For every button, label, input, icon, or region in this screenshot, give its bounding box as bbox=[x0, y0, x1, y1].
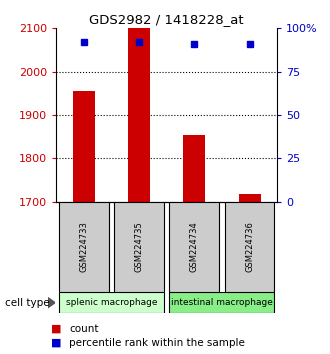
FancyBboxPatch shape bbox=[169, 292, 275, 313]
Bar bbox=[239, 194, 261, 202]
Text: intestinal macrophage: intestinal macrophage bbox=[171, 298, 273, 307]
FancyBboxPatch shape bbox=[114, 202, 164, 292]
Title: GDS2982 / 1418228_at: GDS2982 / 1418228_at bbox=[89, 13, 244, 26]
FancyBboxPatch shape bbox=[59, 202, 109, 292]
Polygon shape bbox=[48, 298, 55, 308]
Text: GSM224734: GSM224734 bbox=[190, 222, 199, 272]
FancyBboxPatch shape bbox=[225, 202, 275, 292]
FancyBboxPatch shape bbox=[169, 202, 219, 292]
FancyBboxPatch shape bbox=[59, 292, 164, 313]
Text: ■: ■ bbox=[51, 324, 62, 333]
Text: percentile rank within the sample: percentile rank within the sample bbox=[69, 338, 245, 348]
Text: ■: ■ bbox=[51, 338, 62, 348]
Bar bbox=[128, 26, 150, 202]
Text: GSM224733: GSM224733 bbox=[79, 222, 88, 272]
Text: cell type: cell type bbox=[5, 298, 50, 308]
Text: splenic macrophage: splenic macrophage bbox=[66, 298, 157, 307]
Text: GSM224735: GSM224735 bbox=[135, 222, 144, 272]
Text: GSM224736: GSM224736 bbox=[245, 222, 254, 272]
Bar bbox=[183, 135, 205, 202]
Bar bbox=[73, 91, 95, 202]
Text: count: count bbox=[69, 324, 99, 333]
